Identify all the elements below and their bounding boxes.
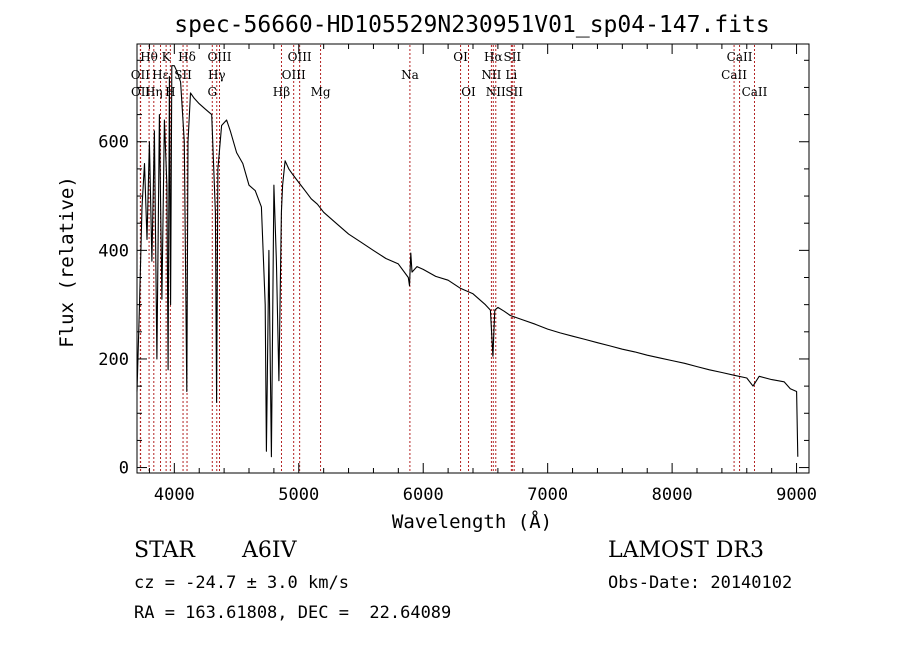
line-label-6: H bbox=[165, 85, 175, 99]
redshift-cz: cz = -24.7 ± 3.0 km/s bbox=[134, 573, 349, 593]
line-label-16: Na bbox=[401, 68, 419, 82]
chart-title: spec-56660-HD105529N230951V01_sp04-147.f… bbox=[174, 12, 769, 38]
line-label-0: Hθ bbox=[140, 50, 158, 64]
object-subclass: A6IV bbox=[242, 538, 297, 563]
line-label-3: Hη bbox=[145, 85, 163, 99]
line-label-7: SII bbox=[174, 68, 192, 82]
y-tick-label-1: 200 bbox=[98, 350, 129, 370]
axis-tick-labels: 4000 5000 6000 7000 8000 9000 0 200 400 600 bbox=[98, 133, 817, 505]
spectral-line-markers bbox=[139, 45, 755, 472]
line-label-25: CaII bbox=[727, 50, 753, 64]
line-label-17: OI bbox=[453, 50, 468, 64]
line-label-5: Hε bbox=[152, 68, 169, 82]
line-label-14: OIII bbox=[288, 50, 312, 64]
line-label-2: OII bbox=[131, 85, 151, 99]
spectrum-series bbox=[136, 65, 799, 458]
line-label-21: NII bbox=[486, 85, 506, 99]
line-label-4: K bbox=[162, 50, 172, 64]
line-label-23: SII bbox=[505, 85, 523, 99]
x-tick-label-3: 7000 bbox=[527, 485, 568, 505]
line-label-20: NII bbox=[481, 68, 501, 82]
spectrum-line-0 bbox=[136, 65, 799, 458]
spectral-line-labels: HθOIIOIIHηKHεHSIIHδGOIIIHγHβOIIIOIIIMgNa… bbox=[131, 50, 768, 99]
line-label-24: Li bbox=[505, 68, 517, 82]
line-label-18: OI bbox=[461, 85, 476, 99]
x-tick-label-4: 8000 bbox=[652, 485, 693, 505]
line-label-13: OIII bbox=[282, 68, 306, 82]
line-label-22: SII bbox=[503, 50, 521, 64]
y-tick-label-0: 0 bbox=[119, 459, 129, 479]
y-tick-label-2: 400 bbox=[98, 241, 129, 261]
object-type: STAR bbox=[134, 538, 195, 563]
survey-name: LAMOST DR3 bbox=[608, 538, 764, 563]
line-label-15: Mg bbox=[311, 85, 331, 99]
x-tick-label-0: 4000 bbox=[154, 485, 195, 505]
x-tick-label-5: 9000 bbox=[776, 485, 817, 505]
x-tick-label-1: 5000 bbox=[278, 485, 319, 505]
x-tick-label-2: 6000 bbox=[403, 485, 444, 505]
x-axis-label: Wavelength (Å) bbox=[392, 510, 552, 533]
line-label-19: Hα bbox=[484, 50, 503, 64]
y-axis-label: Flux (relative) bbox=[56, 176, 78, 348]
line-label-8: Hδ bbox=[178, 50, 196, 64]
line-label-10: OIII bbox=[207, 50, 231, 64]
line-label-11: Hγ bbox=[208, 68, 226, 82]
axis-ticks bbox=[137, 44, 809, 473]
line-label-12: Hβ bbox=[273, 85, 290, 99]
line-label-26: CaII bbox=[721, 68, 747, 82]
y-tick-label-3: 600 bbox=[98, 133, 129, 153]
observation-date: Obs-Date: 20140102 bbox=[608, 573, 793, 593]
line-label-9: G bbox=[207, 85, 217, 99]
line-label-27: CaII bbox=[742, 85, 768, 99]
coordinates: RA = 163.61808, DEC = 22.64089 bbox=[134, 603, 452, 623]
line-label-1: OII bbox=[131, 68, 151, 82]
plot-frame bbox=[136, 43, 810, 474]
